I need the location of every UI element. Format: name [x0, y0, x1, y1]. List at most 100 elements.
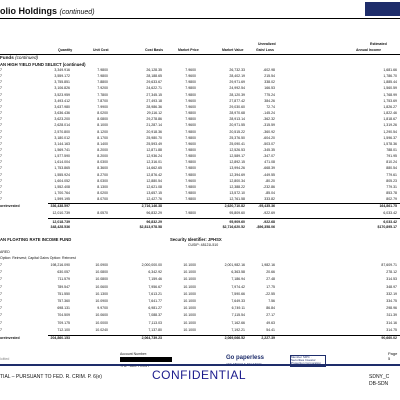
cell-col-1: 789.547 [57, 284, 70, 289]
table-row: 7 3,523.959 7.7800 27,345.15 7.9800 28,120.39… [0, 92, 400, 98]
cell-col-5: 29,030.60 [229, 104, 245, 109]
cell-col-4: 7.9800 [185, 129, 196, 134]
cell-col-7: 311.39 [386, 313, 397, 318]
cell-col-6: 27.17 [266, 313, 275, 318]
cell-col-3: $2,813,978.58 [139, 224, 162, 229]
cell-col-2: 10.0000 [95, 320, 108, 325]
cell-col-2: 8.0200 [97, 111, 108, 116]
cell-col-6: 333.82 [264, 197, 275, 202]
table-row: 7 1,569.741 8.2000 12,871.88 7.9800 12,526.53… [0, 147, 400, 153]
cell-col-2: 8.0700 [97, 197, 108, 202]
header-divider [0, 18, 400, 19]
bates-number-2: DB-SDN [369, 381, 389, 387]
cell-col-0: 7 [0, 92, 2, 97]
subtotal-rule [48, 202, 400, 204]
cell-col-5: 20,515.22 [229, 129, 245, 134]
cell-col-3: 7,956.67 [148, 284, 162, 289]
cell-col-5: 12,800.34 [229, 178, 245, 183]
table-row: 7 3,106.826 7.9200 24,622.71 7.9800 24,992.54… [0, 85, 400, 91]
cell-col-7: 1,826.27 [383, 104, 397, 109]
cell-col-3: 2,000,000.00 [141, 263, 162, 267]
cell-col-0: 7 [0, 277, 2, 282]
cell-col-1: 3,559.172 [54, 74, 70, 79]
grand-total-row: 348,428.536 $2,813,978.58 $2,716,620.52 -$9… [0, 224, 400, 230]
table-row: 7 757.360 10.0900 7,641.77 10.1000 7,649.33 7.… [0, 298, 400, 304]
total-rule [48, 217, 400, 219]
cell-col-7: 314.53 [386, 277, 397, 282]
fund-line-1: ARED [0, 250, 10, 254]
cell-col-4: 7.9600 [185, 123, 196, 128]
cell-col-5: 7,162.66 [231, 320, 245, 325]
cell-col-0: 7 [0, 154, 2, 159]
cell-col-2: 10.0900 [95, 263, 108, 267]
cell-col-6: 27.48 [266, 277, 275, 282]
cell-col-6: -$96,358.06 [256, 224, 275, 229]
cell-col-5: 2,069,066.52 [224, 336, 245, 340]
table-row: 7 3,637.980 7.9900 28,986.36 7.9600 29,030.60… [0, 104, 400, 110]
cell-col-3: 26,128.35 [146, 68, 162, 72]
table-row: 7 1,552.408 8.1300 12,621.08 7.9800 12,388.22… [0, 184, 400, 190]
cell-col-7: 1,822.46 [383, 111, 397, 116]
confidential-legend: TIAL – PURSUANT TO FED. R. CRIM. P. 6(e) [0, 374, 102, 380]
cell-col-1: 204,860.153 [50, 336, 70, 340]
table-row: 7 704.509 10.0600 7,088.37 10.1000 7,115.54 27… [0, 312, 400, 318]
cell-col-5: 25,376.50 [229, 135, 245, 140]
cell-col-6: 2,227.39 [261, 336, 275, 340]
page-number: Page 5 [388, 351, 398, 361]
cell-col-6: 215.54 [264, 74, 275, 79]
cell-col-3: 12,876.42 [146, 172, 162, 177]
table-row: 7 3,636.436 8.0200 29,116.12 7.9800 28,970.68… [0, 110, 400, 116]
cell-col-7: 334.75 [386, 299, 397, 303]
cell-col-4: 7.9800 [185, 117, 196, 122]
cell-col-0: 7 [0, 160, 2, 165]
confidential-stamp: CONFIDENTIAL [152, 368, 247, 382]
cell-col-2: 10.1300 [95, 291, 108, 296]
cell-col-5: 7,192.21 [231, 327, 245, 332]
cell-col-3: 7,137.80 [148, 327, 162, 332]
table-row: 7 712.100 10.0240 7,137.80 10.1000 7,192.21 54… [0, 327, 400, 333]
fund-line-2: Option: Reinvest; Capital Gains Option: … [0, 256, 76, 260]
cell-col-5: 24,992.54 [229, 86, 245, 91]
cell-col-5: 28,402.19 [229, 74, 245, 79]
subtotal-row: oreinvested 204,860.153 2,064,739.23 2,069,… [0, 335, 400, 341]
cell-col-3: 25,593.49 [146, 141, 162, 146]
cell-col-2: 8.2000 [97, 147, 108, 152]
cell-col-5: 95,809.60 [229, 210, 245, 215]
cell-col-2: 8.0200 [97, 191, 108, 195]
brand-logo [365, 2, 400, 16]
cell-col-3: 2,064,739.23 [141, 336, 162, 340]
cell-col-0: 7 [0, 197, 2, 202]
cell-col-3: 7,641.77 [148, 299, 162, 303]
cell-col-4: 7.9600 [185, 74, 196, 79]
cell-col-7: 87,609.71 [381, 263, 397, 267]
cell-col-6: 20.66 [266, 270, 275, 275]
cell-col-4: 10.1000 [183, 291, 196, 296]
cell-col-3: 28,986.36 [146, 104, 162, 109]
cell-col-2: 8.1400 [97, 141, 108, 146]
cell-col-7: 1,768.99 [383, 92, 397, 97]
subtotal-rule-2 [48, 334, 400, 336]
cell-col-6: -85.04 [265, 191, 275, 195]
table-row: 7 3,755.851 7.8800 29,633.67 7.9800 29,971.69… [0, 79, 400, 85]
cell-col-0: 7 [0, 270, 2, 275]
cell-col-6: 775.24 [264, 92, 275, 97]
cell-col-1: 3,349.916 [54, 68, 70, 72]
fund-name-high-yield: AN HIGH YIELD FUND SELECT (continued) [0, 62, 86, 67]
cell-col-1: 3,106.826 [54, 86, 70, 91]
table-row: 7 2,570.800 8.1200 20,918.36 7.9800 20,515.22… [0, 129, 400, 135]
cell-col-4: 7.9800 [185, 166, 196, 171]
cell-col-5: 12,761.58 [229, 197, 245, 202]
cell-col-3: 27,493.18 [146, 98, 162, 103]
subtotal-row: oreinvested 336,438.597 2,716,146.38 2,620,… [0, 203, 400, 209]
cell-col-5: 28,120.39 [229, 92, 245, 97]
cell-col-6: -345.35 [263, 147, 275, 152]
cell-col-7: 1,578.36 [383, 141, 397, 146]
cusip-label: CUSIP: 48121L510 [188, 243, 219, 247]
cell-col-1: 1,599.195 [54, 197, 70, 202]
cell-col-6: -604.20 [263, 135, 275, 140]
cell-col-4: 7.9800 [185, 92, 196, 97]
cell-col-1: 2,570.800 [54, 129, 70, 134]
cell-col-0: 7 [0, 263, 2, 267]
cell-col-3: 27,345.15 [146, 92, 162, 97]
cell-col-6: 7.56 [268, 299, 275, 303]
